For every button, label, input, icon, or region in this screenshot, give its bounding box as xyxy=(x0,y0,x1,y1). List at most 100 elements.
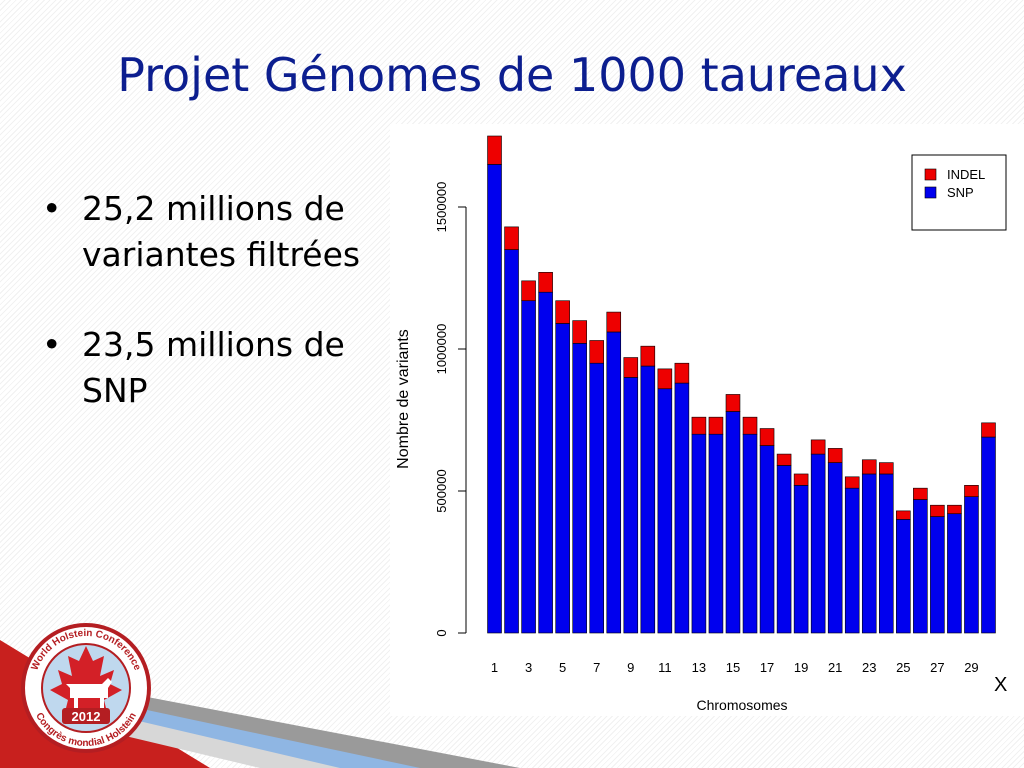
x-tick-label: 11 xyxy=(658,660,672,675)
snp-bar xyxy=(504,249,519,634)
snp-bar xyxy=(623,377,639,634)
x-axis-label: Chromosomes xyxy=(696,697,787,713)
indel-bar xyxy=(827,448,843,463)
indel-bar xyxy=(487,135,502,165)
indel-bar xyxy=(776,453,792,466)
indel-bar xyxy=(930,504,945,517)
y-tick-label: 500000 xyxy=(434,469,449,512)
y-axis: 0 500000 1000000 1500000 xyxy=(434,182,467,637)
cow-icon xyxy=(66,678,112,708)
indel-bar xyxy=(572,320,587,344)
indel-bar xyxy=(691,416,707,435)
indel-bar xyxy=(538,272,553,293)
indel-bar xyxy=(947,504,962,515)
legend-label: SNP xyxy=(947,185,974,200)
x-tick-label: 23 xyxy=(862,660,876,675)
snp-bar xyxy=(691,433,707,634)
indel-bar xyxy=(640,345,656,367)
x-tick-label: 19 xyxy=(794,660,808,675)
snp-bar xyxy=(947,513,962,634)
x-tick-label: 15 xyxy=(726,660,740,675)
indel-bar xyxy=(861,459,877,475)
bars-group xyxy=(487,135,996,634)
indel-bar xyxy=(555,300,570,324)
snp-bar xyxy=(913,499,928,634)
bullet-item: • 25,2 millions de variantes filtrées xyxy=(42,186,372,278)
bullet-item: • 23,5 millions de SNP xyxy=(42,322,372,414)
indel-bar xyxy=(742,416,758,435)
snp-bar xyxy=(521,300,536,634)
x-tick-label: 21 xyxy=(828,660,842,675)
snp-bar xyxy=(674,382,690,634)
bullet-list: • 25,2 millions de variantes filtrées • 23… xyxy=(42,186,372,458)
x-tick-label: 3 xyxy=(525,660,532,675)
snp-bar xyxy=(827,462,843,634)
x-tick-label: 5 xyxy=(559,660,566,675)
bullet-text: 25,2 millions de variantes filtrées xyxy=(82,189,361,274)
snp-bar xyxy=(572,343,587,634)
snp-bar xyxy=(725,411,741,634)
legend-swatch xyxy=(924,168,937,181)
snp-bar xyxy=(555,323,570,634)
indel-bar xyxy=(606,311,622,333)
indel-bar xyxy=(708,416,724,435)
snp-bar xyxy=(487,164,502,634)
maple-leaf-icon xyxy=(50,646,122,724)
indel-bar xyxy=(504,226,519,250)
x-tick-label: 27 xyxy=(930,660,944,675)
snp-bar xyxy=(640,365,656,634)
light-band-shape xyxy=(100,712,340,768)
x-tick-label: 13 xyxy=(692,660,706,675)
snp-bar xyxy=(981,436,996,634)
snp-bar xyxy=(878,473,894,634)
indel-bar xyxy=(896,510,911,520)
bullet-dot-icon: • xyxy=(42,325,62,364)
snp-bar xyxy=(793,485,809,634)
y-tick-label: 1000000 xyxy=(434,324,449,375)
snp-bar xyxy=(930,516,945,634)
snp-bar xyxy=(606,331,622,634)
indel-bar xyxy=(589,340,605,364)
x-tick-label: 17 xyxy=(760,660,774,675)
chromosome-x-label: X xyxy=(994,674,1008,696)
indel-bar xyxy=(810,439,826,455)
logo-outer-ring xyxy=(21,623,151,753)
logo-year: 2012 xyxy=(72,709,101,724)
x-tick-label: 7 xyxy=(593,660,600,675)
x-tick-label: 29 xyxy=(964,660,978,675)
slide-title: Projet Génomes de 1000 taureaux xyxy=(117,48,907,102)
snp-bar xyxy=(657,388,673,634)
snp-bar xyxy=(844,487,860,634)
x-tick-label: 25 xyxy=(896,660,910,675)
indel-bar xyxy=(725,394,741,412)
y-axis-label: Nombre de variants xyxy=(395,329,412,469)
indel-bar xyxy=(964,485,979,497)
chart-legend: INDEL SNP xyxy=(911,154,1007,231)
x-axis: 1 3 5 7 9 11 13 15 17 19 21 23 25 27 29 xyxy=(491,660,979,675)
x-tick-label: 1 xyxy=(491,660,498,675)
legend-swatch xyxy=(924,186,937,199)
bullet-dot-icon: • xyxy=(42,189,62,228)
y-tick-label: 1500000 xyxy=(434,182,449,233)
blue-band-shape xyxy=(100,700,420,768)
logo-bottom-text: Congrès mondial Holstein xyxy=(33,711,139,749)
snp-bar xyxy=(896,519,911,634)
snp-bar xyxy=(589,362,605,634)
red-swoosh-shape xyxy=(0,640,210,768)
logo-inner-globe xyxy=(41,643,131,733)
indel-bar xyxy=(623,357,639,378)
snp-bar xyxy=(964,496,979,634)
indel-bar xyxy=(981,422,996,438)
indel-bar xyxy=(878,462,894,475)
legend-label: INDEL xyxy=(947,167,985,182)
snp-bar xyxy=(538,291,553,634)
indel-bar xyxy=(657,368,673,390)
indel-bar xyxy=(759,428,775,446)
snp-bar xyxy=(810,453,826,634)
indel-bar xyxy=(521,280,536,302)
snp-bar xyxy=(759,445,775,634)
conference-logo: 2012 World Holstein Conference Congrès m… xyxy=(21,623,151,753)
indel-bar xyxy=(913,487,928,500)
snp-bar xyxy=(776,465,792,634)
